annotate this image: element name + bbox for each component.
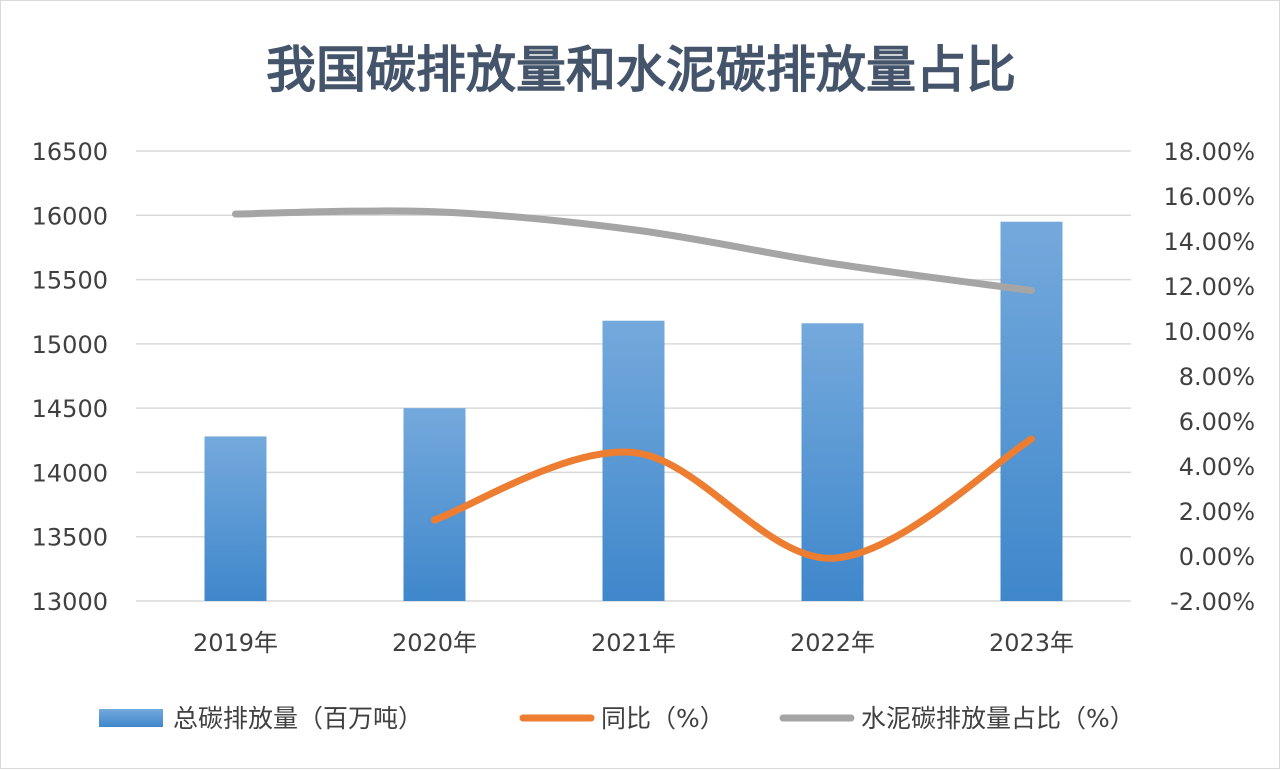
left-tick-label: 16000 bbox=[32, 202, 108, 230]
x-tick-label: 2023年 bbox=[989, 629, 1074, 657]
legend-label: 水泥碳排放量占比（%） bbox=[861, 704, 1135, 733]
left-tick-label: 15500 bbox=[32, 267, 108, 295]
bar bbox=[1000, 221, 1063, 601]
right-tick-label: 14.00% bbox=[1163, 228, 1255, 256]
x-tick-label: 2020年 bbox=[392, 629, 477, 657]
chart-title: 我国碳排放量和水泥碳排放量占比 bbox=[266, 41, 1016, 99]
right-tick-label: 0.00% bbox=[1179, 543, 1255, 571]
legend-label: 同比（%） bbox=[601, 704, 725, 733]
right-tick-label: 8.00% bbox=[1179, 363, 1255, 391]
x-tick-label: 2019年 bbox=[193, 629, 278, 657]
right-tick-label: -2.00% bbox=[1170, 588, 1255, 616]
series-line bbox=[431, 435, 1035, 562]
right-tick-label: 18.00% bbox=[1163, 138, 1255, 166]
right-tick-label: 4.00% bbox=[1179, 453, 1255, 481]
right-tick-label: 10.00% bbox=[1163, 318, 1255, 346]
legend-swatch bbox=[99, 709, 163, 727]
left-tick-label: 16500 bbox=[32, 138, 108, 166]
left-tick-label: 13500 bbox=[32, 524, 108, 552]
x-tick-label: 2021年 bbox=[591, 629, 676, 657]
right-tick-label: 16.00% bbox=[1163, 183, 1255, 211]
series-line bbox=[232, 207, 1035, 294]
right-tick-label: 2.00% bbox=[1179, 498, 1255, 526]
right-tick-label: 12.00% bbox=[1163, 273, 1255, 301]
legend: 总碳排放量（百万吨） 同比（%） 水泥碳排放量占比（%） bbox=[99, 704, 1135, 733]
bar bbox=[403, 408, 466, 601]
bar bbox=[204, 436, 267, 601]
right-tick-label: 6.00% bbox=[1179, 408, 1255, 436]
legend-label: 总碳排放量（百万吨） bbox=[173, 704, 423, 733]
left-tick-label: 15000 bbox=[32, 331, 108, 359]
line-series bbox=[232, 207, 1035, 562]
left-tick-label: 13000 bbox=[32, 588, 108, 616]
left-axis: 13000 13500 14000 14500 15000 15500 16000 16500 bbox=[32, 138, 108, 616]
x-tick-label: 2022年 bbox=[790, 629, 875, 657]
left-tick-label: 14500 bbox=[32, 395, 108, 423]
left-tick-label: 14000 bbox=[32, 459, 108, 487]
x-axis: 2019年 2020年 2021年 2022年 2023年 bbox=[193, 629, 1074, 657]
right-axis: -2.00% 0.00% 2.00% 4.00% 6.00% 8.00% 10.00% 12.… bbox=[1163, 138, 1255, 616]
